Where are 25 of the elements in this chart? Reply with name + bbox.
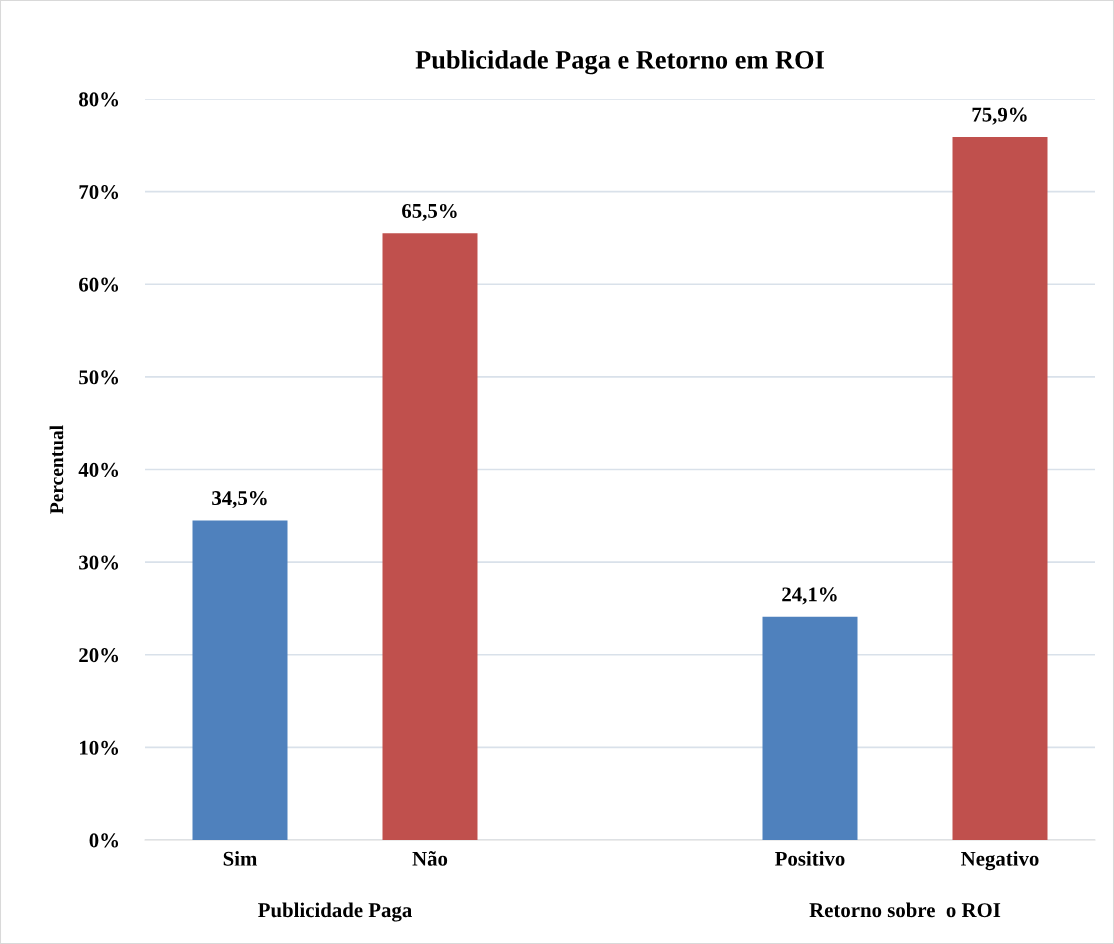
data-label: 65,5% — [402, 203, 457, 221]
y-tick-label: 30% — [79, 555, 119, 570]
y-tick-label: 20% — [79, 648, 119, 663]
y-tick-label: 50% — [79, 370, 119, 385]
data-label: 34,5% — [212, 491, 267, 509]
data-label: 75,9% — [972, 107, 1027, 125]
x-tick-label: Negativo — [961, 851, 1039, 871]
y-tick-label: 80% — [79, 92, 119, 107]
text: Retorno sobre o ROI — [809, 902, 1001, 918]
text: Publicidade Paga — [258, 902, 412, 922]
y-tick-label: 60% — [79, 277, 119, 292]
x-tick-label: Positivo — [775, 851, 845, 866]
bar — [382, 233, 478, 840]
y-tick-label: 0% — [89, 833, 119, 848]
bar — [192, 520, 288, 840]
data-label: 24,1% — [782, 587, 837, 605]
y-tick-label: 10% — [80, 740, 119, 755]
chart-title: Publicidade Paga e Retorno em ROI — [415, 50, 824, 75]
y-tick-label: 70% — [79, 185, 119, 200]
y-axis-title: Percentual — [49, 425, 64, 514]
bar — [762, 616, 858, 840]
x-tick-label: Não — [412, 851, 448, 866]
x-tick-label: Sim — [223, 851, 258, 866]
bar — [952, 136, 1048, 840]
y-tick-label: 40% — [78, 462, 119, 477]
